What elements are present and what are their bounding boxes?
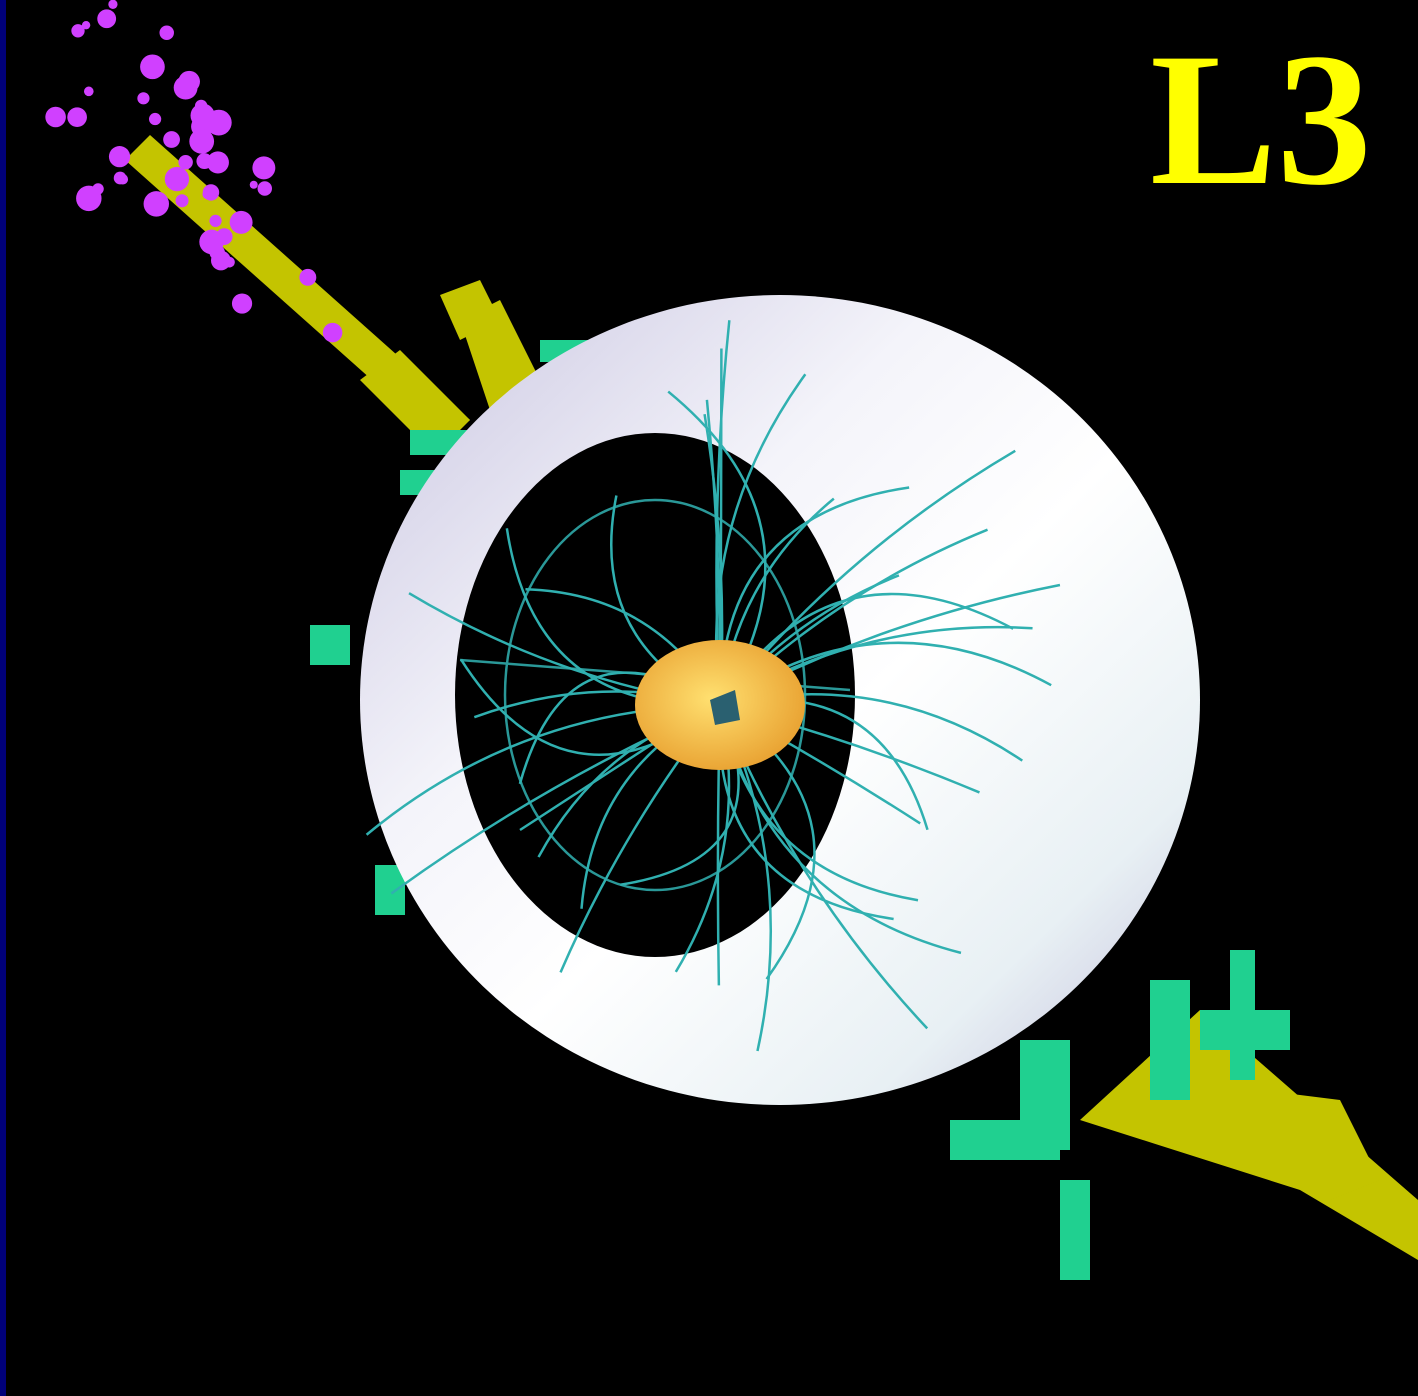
hit (148, 112, 162, 126)
hit (224, 256, 235, 268)
hit (206, 151, 229, 174)
hit (108, 146, 131, 168)
hit (196, 153, 213, 170)
hit (189, 129, 215, 154)
hit (252, 156, 276, 180)
hit (143, 191, 170, 217)
hit (178, 70, 200, 93)
vertex (710, 690, 740, 725)
hit (164, 166, 190, 192)
hit (190, 103, 215, 128)
hit (202, 189, 213, 200)
hit (178, 155, 193, 170)
logo: L3 (1150, 15, 1372, 225)
hit (175, 194, 189, 208)
hit (163, 131, 180, 148)
hit (199, 229, 224, 255)
hit (249, 180, 258, 189)
hit (113, 171, 127, 185)
left-border (0, 0, 6, 1396)
hit (137, 92, 150, 105)
hit (108, 0, 118, 9)
hit (231, 293, 253, 314)
hit (159, 25, 174, 40)
hit (71, 24, 85, 38)
hit (67, 107, 87, 127)
hit (81, 20, 91, 30)
hit (322, 322, 343, 343)
hit (45, 106, 66, 128)
calorimeter-hits (45, 0, 343, 343)
hit (229, 210, 253, 234)
hit (83, 86, 94, 97)
hit (97, 9, 117, 29)
hit (299, 268, 317, 286)
hit (209, 214, 222, 228)
hit (257, 181, 272, 196)
hit (92, 183, 104, 195)
hit (140, 54, 165, 80)
